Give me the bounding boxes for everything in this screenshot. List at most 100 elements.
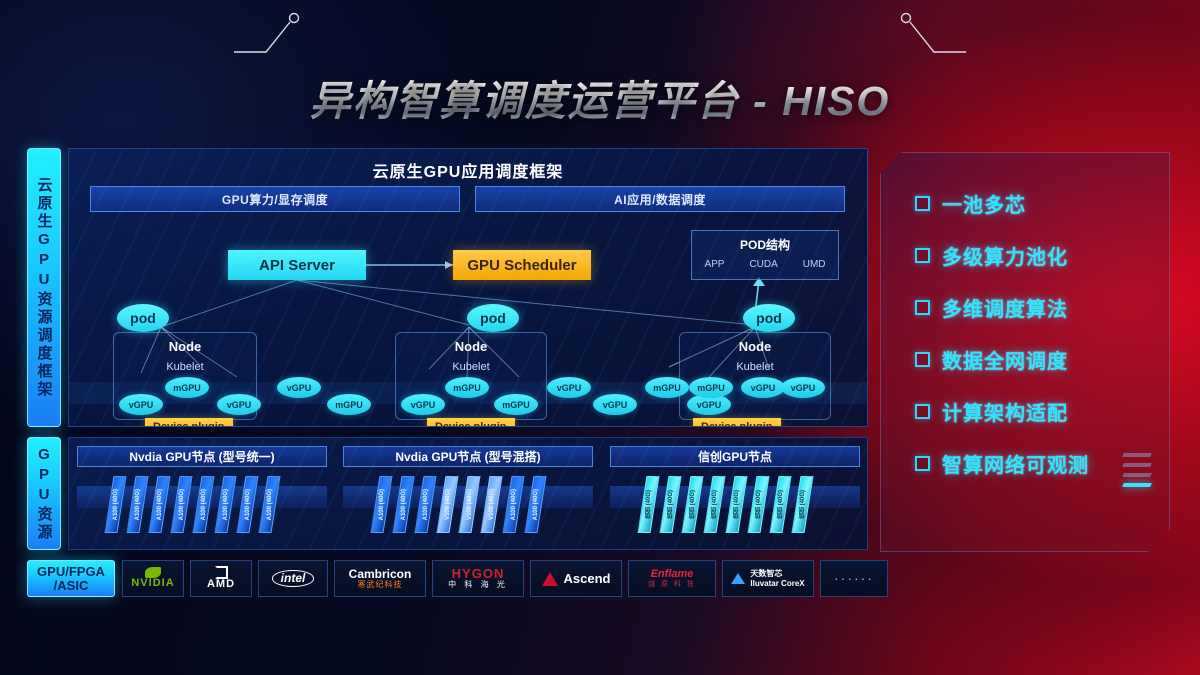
feature-item-3[interactable]: 多维调度算法 bbox=[915, 281, 1169, 333]
vendor-logo-enflame[interactable]: Enflame 燧 原 科 技 bbox=[628, 560, 716, 597]
feature-label: 数据全网调度 bbox=[942, 350, 1068, 373]
gpu-ellipse-vgpu[interactable]: vGPU bbox=[217, 394, 261, 415]
gpu-ellipse-vgpu[interactable]: vGPU bbox=[119, 394, 163, 415]
kubelet-label: Kubelet bbox=[166, 361, 204, 373]
vendor-name: Cambricon bbox=[348, 567, 412, 581]
gpu-card-label: A100 (40G) bbox=[178, 488, 185, 521]
gpu-card-label: A100 (40G) bbox=[156, 488, 163, 521]
gpu-card-label: V100 (40G) bbox=[466, 488, 473, 521]
vendor-logo-iluvatar[interactable]: 天数智芯 Iluvatar CoreX bbox=[722, 560, 814, 597]
vendor-subname: 寒武纪科技 bbox=[357, 579, 403, 589]
gpu-card-label: 信创 (40G) bbox=[712, 489, 719, 519]
gpu-card-label: A100 (40G) bbox=[532, 488, 539, 521]
vendor-logo-hygon[interactable]: HYGON 中 科 海 光 bbox=[432, 560, 524, 597]
gpu-ellipse-vgpu[interactable]: vGPU bbox=[401, 394, 445, 415]
device-plugin-2[interactable]: Device plugin bbox=[427, 418, 515, 426]
pod-ellipse-3[interactable]: pod bbox=[743, 304, 795, 332]
framework-panel-title: 云原生GPU应用调度框架 bbox=[372, 164, 564, 181]
rail-label-line2: /ASIC bbox=[53, 577, 89, 593]
page-header: 异构智算调度运营平台 - HISO bbox=[0, 62, 1200, 132]
feature-label: 一池多芯 bbox=[942, 194, 1026, 217]
gpu-scheduler-box[interactable]: GPU Scheduler bbox=[453, 250, 591, 280]
rail-gpu-resource: GPU资源 bbox=[27, 437, 61, 550]
pod-ellipse-1[interactable]: pod bbox=[117, 304, 169, 332]
gpu-card-label: 信创 (40G) bbox=[646, 489, 653, 519]
gpu-ellipse-vgpu[interactable]: vGPU bbox=[741, 377, 785, 398]
vendor-logo-cambricon[interactable]: Cambricon 寒武纪科技 bbox=[334, 560, 426, 597]
vendor-subname: Iluvatar CoreX bbox=[750, 578, 805, 588]
node-title: Node bbox=[738, 339, 772, 354]
pod-layer-umd: UMD bbox=[802, 259, 826, 270]
vendor-name: intel bbox=[271, 570, 315, 587]
gpu-card-label: A100 (40G) bbox=[510, 488, 517, 521]
feature-item-2[interactable]: 多级算力池化 bbox=[915, 229, 1169, 281]
gpu-ellipse-free-4[interactable]: vGPU bbox=[593, 394, 637, 415]
vendor-logo-more[interactable]: ······ bbox=[820, 560, 888, 597]
gpu-card-label: 信创 (40G) bbox=[668, 489, 675, 519]
pod-structure-title: POD结构 bbox=[739, 238, 790, 252]
cloud-native-framework-panel: 云原生GPU应用调度框架 GPU算力/显存调度 AI应用/数据调度 bbox=[68, 148, 868, 427]
vendor-subname: 中 科 海 光 bbox=[448, 580, 508, 590]
checkbox-square-icon[interactable] bbox=[915, 300, 930, 315]
gpu-ellipse-free-1[interactable]: vGPU bbox=[277, 377, 321, 398]
gpu-card-label: A100 (40G) bbox=[200, 488, 207, 521]
gpu-group-header-3: 信创GPU节点 bbox=[610, 446, 860, 467]
ascend-lockup: Ascend bbox=[541, 571, 610, 586]
rail-label: 云原生GPU资源调度框架 bbox=[35, 176, 53, 399]
gpu-ellipse-mgpu[interactable]: mGPU bbox=[445, 377, 489, 398]
pod-ellipse-2[interactable]: pod bbox=[467, 304, 519, 332]
feature-item-1[interactable]: 一池多芯 bbox=[915, 177, 1169, 229]
checkbox-square-icon[interactable] bbox=[915, 456, 930, 471]
gpu-resource-panel: Nvdia GPU节点 (型号统一) Nvdia GPU节点 (型号混搭) 信创… bbox=[68, 437, 868, 550]
vendor-name: 天数智芯 bbox=[750, 569, 783, 579]
feature-item-4[interactable]: 数据全网调度 bbox=[915, 333, 1169, 385]
vendor-logo-ascend[interactable]: Ascend bbox=[530, 560, 622, 597]
feature-item-5[interactable]: 计算架构适配 bbox=[915, 385, 1169, 437]
device-plugin-1[interactable]: Device plugin bbox=[145, 418, 233, 426]
gpu-ellipse-free-5[interactable]: mGPU bbox=[689, 377, 733, 398]
gpu-card-label: 信创 (40G) bbox=[734, 489, 741, 519]
pod-layer-app: APP bbox=[704, 259, 725, 270]
vendor-name: HYGON bbox=[451, 566, 505, 582]
feature-item-6[interactable]: 智算网络可观测 bbox=[915, 437, 1169, 489]
capability-label: AI应用/数据调度 bbox=[614, 192, 706, 207]
gpu-card-label: A100 (40G) bbox=[266, 488, 273, 521]
title-decoration-left bbox=[234, 12, 300, 53]
checkbox-square-icon[interactable] bbox=[915, 352, 930, 367]
checkbox-square-icon[interactable] bbox=[915, 404, 930, 419]
feature-label: 多级算力池化 bbox=[942, 246, 1068, 269]
ascend-arrow-icon bbox=[541, 571, 558, 586]
gpu-ellipse-vgpu[interactable]: vGPU bbox=[687, 394, 731, 415]
api-server-box[interactable]: API Server bbox=[228, 250, 366, 280]
checkbox-square-icon[interactable] bbox=[915, 248, 930, 263]
node-title: Node bbox=[454, 339, 488, 354]
capability-ai-data: AI应用/数据调度 bbox=[475, 186, 845, 212]
gpu-ellipse-mgpu[interactable]: mGPU bbox=[645, 377, 689, 398]
gpu-card-label: 信创 (40G) bbox=[778, 489, 785, 519]
pod-structure-box: POD结构 APP CUDA UMD bbox=[691, 230, 839, 280]
rail-cloud-native-gpu-framework: 云原生GPU资源调度框架 bbox=[27, 148, 61, 427]
gpu-ellipse-mgpu[interactable]: mGPU bbox=[165, 377, 209, 398]
pod-layer-cuda: CUDA bbox=[749, 259, 778, 270]
checkbox-square-icon[interactable] bbox=[915, 196, 930, 211]
device-plugin-3[interactable]: Device plugin bbox=[693, 418, 781, 426]
gpu-group-header-2: Nvdia GPU节点 (型号混搭) bbox=[343, 446, 593, 467]
gpu-card-label: V100 (40G) bbox=[444, 488, 451, 521]
gpu-ellipse-mgpu[interactable]: mGPU bbox=[494, 394, 538, 415]
nvidia-eye-icon bbox=[145, 567, 161, 579]
kubelet-label: Kubelet bbox=[736, 361, 774, 373]
feature-label: 多维调度算法 bbox=[942, 298, 1068, 321]
gpu-ellipse-free-3[interactable]: vGPU bbox=[547, 377, 591, 398]
gpu-card-label: 信创 (40G) bbox=[756, 489, 763, 519]
vendor-logo-amd[interactable]: AMD bbox=[190, 560, 252, 597]
vendor-subname: 燧 原 科 技 bbox=[648, 580, 696, 588]
vendor-logo-intel[interactable]: intel bbox=[258, 560, 328, 597]
feature-list: 一池多芯多级算力池化 多维调度算法 数据全网调度计算架构适配 智算网络可观测 bbox=[915, 177, 1169, 489]
connector-lines bbox=[140, 261, 770, 426]
gpu-group-header-1: Nvdia GPU节点 (型号统一) bbox=[77, 446, 327, 467]
gpu-ellipse-free-2[interactable]: mGPU bbox=[327, 394, 371, 415]
iluvatar-lockup: 天数智芯 Iluvatar CoreX bbox=[731, 569, 805, 588]
vendor-logo-nvidia[interactable]: NVIDIA bbox=[122, 560, 184, 597]
gpu-ellipse-free-6[interactable]: vGPU bbox=[781, 377, 825, 398]
